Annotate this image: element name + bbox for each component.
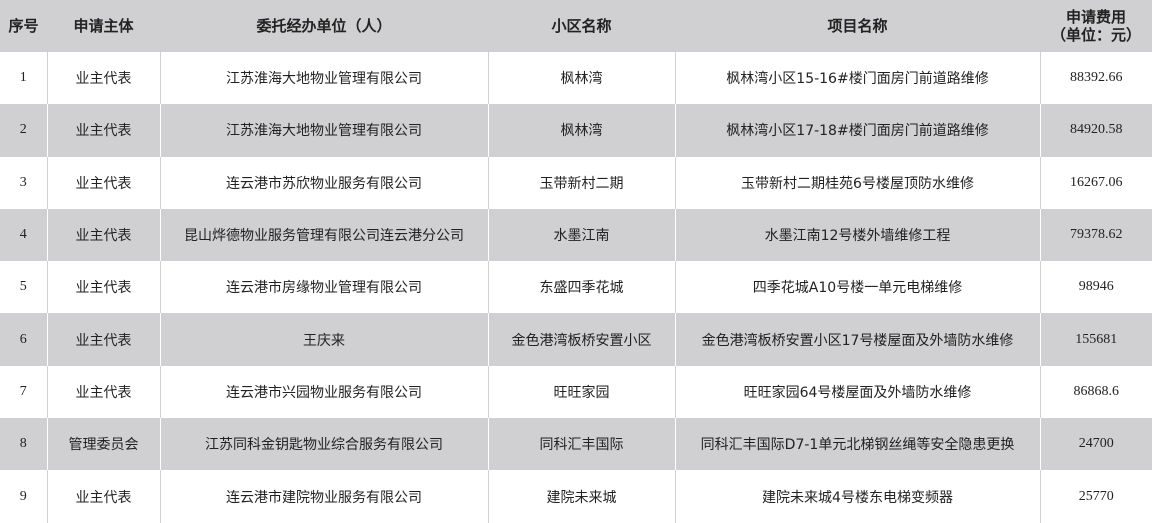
header-fee: 申请费用 （单位：元） <box>1040 0 1152 52</box>
fee-cell: 79378.62 <box>1039 208 1152 262</box>
project-cell: 水墨江南12号楼外墙维修工程 <box>674 208 1040 262</box>
row-index-cell: 4 <box>0 208 47 262</box>
row-index-cell: 8 <box>0 418 47 471</box>
fee-cell: 24700 <box>1039 418 1152 471</box>
fee-cell: 98946 <box>1039 261 1152 314</box>
fee-cell: 86868.6 <box>1039 365 1152 419</box>
agent-cell: 连云港市房缘物业管理有限公司 <box>159 261 488 314</box>
community-cell: 枫林湾 <box>487 104 675 157</box>
agent-cell: 江苏淮海大地物业管理有限公司 <box>159 52 488 105</box>
table-row: 5 业主代表 连云港市房缘物业管理有限公司 东盛四季花城 四季花城A10号楼一单元电梯维… <box>0 261 1152 314</box>
applicant-cell: 业主代表 <box>46 470 160 523</box>
project-cell: 四季花城A10号楼一单元电梯维修 <box>674 261 1040 314</box>
community-cell: 水墨江南 <box>487 208 675 262</box>
header-agent: 委托经办单位（人） <box>160 0 488 52</box>
applicant-cell: 业主代表 <box>46 104 160 157</box>
community-cell: 玉带新村二期 <box>487 156 675 209</box>
row-index-cell: 9 <box>19 488 27 504</box>
agent-cell: 连云港市兴园物业服务有限公司 <box>159 365 488 419</box>
fee-cell: 84920.58 <box>1039 104 1152 157</box>
project-cell: 旺旺家园64号楼屋面及外墙防水维修 <box>674 365 1040 419</box>
fee-cell: 155681 <box>1039 313 1152 366</box>
header-index: 序号 <box>0 0 47 52</box>
agent-cell: 昆山烨德物业服务管理有限公司连云港分公司 <box>159 208 488 262</box>
community-cell: 同科汇丰国际 <box>487 418 675 471</box>
project-cell: 枫林湾小区15-16#楼门面房门前道路维修 <box>674 52 1040 105</box>
table-row: 9 业主代表 连云港市建院物业服务有限公司 建院未来城 建院未来城4号楼东电梯变频器 25… <box>0 470 1152 523</box>
agent-cell: 江苏同科金钥匙物业综合服务有限公司 <box>159 418 488 471</box>
table-row: 8 管理委员会 江苏同科金钥匙物业综合服务有限公司 同科汇丰国际 同科汇丰国际D7-1单… <box>0 418 1152 471</box>
row-index-cell: 7 <box>19 383 27 399</box>
applicant-cell: 业主代表 <box>46 365 160 419</box>
agent-cell: 王庆来 <box>159 313 488 366</box>
community-cell: 金色港湾板桥安置小区 <box>487 313 675 366</box>
project-cell: 金色港湾板桥安置小区17号楼屋面及外墙防水维修 <box>674 313 1040 366</box>
fee-cell: 16267.06 <box>1039 156 1152 209</box>
applicant-cell: 业主代表 <box>46 261 160 314</box>
header-community: 小区名称 <box>488 0 675 52</box>
community-cell: 建院未来城 <box>487 470 675 523</box>
applicant-cell: 业主代表 <box>46 156 160 209</box>
applicant-cell: 管理委员会 <box>46 418 160 471</box>
project-cell: 同科汇丰国际D7-1单元北梯钢丝绳等安全隐患更换 <box>674 418 1040 471</box>
fee-cell: 88392.66 <box>1039 52 1152 105</box>
agent-cell: 江苏淮海大地物业管理有限公司 <box>159 104 488 157</box>
project-cell: 建院未来城4号楼东电梯变频器 <box>674 470 1040 523</box>
table-row: 2 业主代表 江苏淮海大地物业管理有限公司 枫林湾 枫林湾小区17-18#楼门面房门前道… <box>0 104 1152 157</box>
header-applicant: 申请主体 <box>47 0 160 52</box>
community-cell: 旺旺家园 <box>487 365 675 419</box>
table-row: 7 业主代表 连云港市兴园物业服务有限公司 旺旺家园 旺旺家园64号楼屋面及外墙防水维修… <box>0 365 1152 419</box>
community-cell: 枫林湾 <box>487 52 675 105</box>
row-index-cell: 3 <box>19 174 27 190</box>
applicant-cell: 业主代表 <box>46 52 160 105</box>
row-index-cell: 1 <box>19 70 27 86</box>
header-row: 序号 申请主体 委托经办单位（人） 小区名称 项目名称 申请费用 （单位：元） <box>0 0 1152 52</box>
agent-cell: 连云港市苏欣物业服务有限公司 <box>159 156 488 209</box>
table-row: 6 业主代表 王庆来 金色港湾板桥安置小区 金色港湾板桥安置小区17号楼屋面及外墙防水维… <box>0 313 1152 366</box>
header-fee-unit: （单位：元） <box>1050 26 1141 44</box>
table-row: 1 业主代表 江苏淮海大地物业管理有限公司 枫林湾 枫林湾小区15-16#楼门面房门前道… <box>0 52 1152 105</box>
row-index-cell: 5 <box>19 279 27 295</box>
fee-cell: 25770 <box>1039 470 1152 523</box>
row-index-cell: 2 <box>0 104 47 157</box>
project-cell: 枫林湾小区17-18#楼门面房门前道路维修 <box>674 104 1040 157</box>
agent-cell: 连云港市建院物业服务有限公司 <box>159 470 488 523</box>
applicant-cell: 业主代表 <box>46 208 160 262</box>
applicant-cell: 业主代表 <box>46 313 160 366</box>
table-row: 3 业主代表 连云港市苏欣物业服务有限公司 玉带新村二期 玉带新村二期桂苑6号楼屋顶防水… <box>0 156 1152 209</box>
table-row: 4 业主代表 昆山烨德物业服务管理有限公司连云港分公司 水墨江南 水墨江南12号楼外墙维… <box>0 208 1152 262</box>
header-project: 项目名称 <box>675 0 1040 52</box>
header-fee-label: 申请费用 <box>1065 8 1126 26</box>
community-cell: 东盛四季花城 <box>487 261 675 314</box>
row-index-cell: 6 <box>0 313 47 366</box>
project-cell: 玉带新村二期桂苑6号楼屋顶防水维修 <box>674 156 1040 209</box>
